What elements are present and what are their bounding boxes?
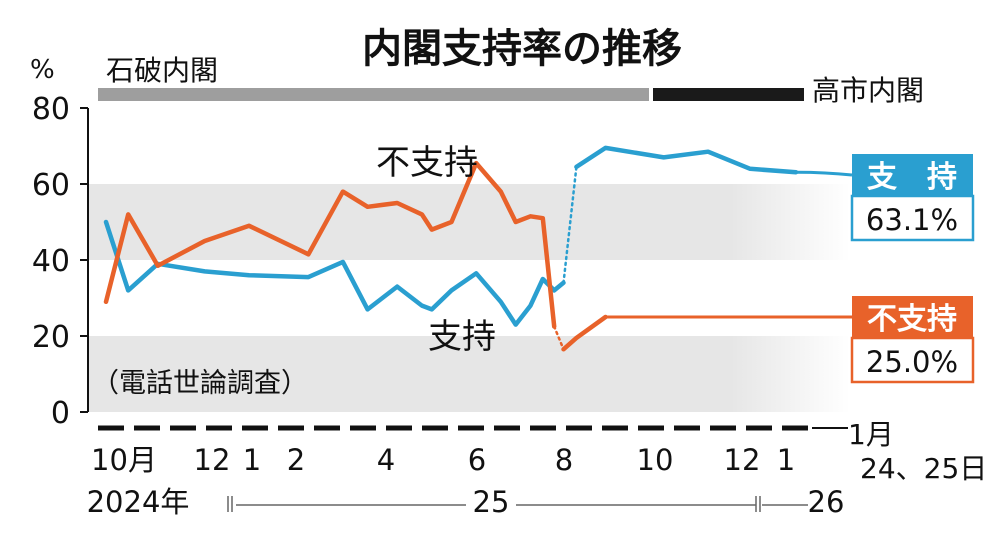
y-tick-label: 40 xyxy=(32,244,70,279)
approval-end-name-box xyxy=(852,154,973,196)
x-year-label: 25 xyxy=(473,485,510,519)
disapproval-line-takaichi xyxy=(561,314,608,352)
x-month-label: 1 xyxy=(777,443,795,477)
chart-title: 内閣支持率の推移 xyxy=(362,26,682,72)
approval-end-value-box xyxy=(850,194,975,242)
y-tick-label: 60 xyxy=(32,168,70,203)
series-layer xyxy=(103,145,853,352)
approval-end-label: 支 持 63.1% xyxy=(850,154,975,242)
x-month-label: 12 xyxy=(724,443,761,477)
approval-leader-line xyxy=(795,170,853,177)
x-month-label: 1 xyxy=(243,443,261,477)
approval-inline-label: 支持 xyxy=(428,317,496,357)
x-year-label: 26 xyxy=(808,485,845,519)
disapproval-end-value-box xyxy=(850,336,975,384)
last-date-days: 24、25日 xyxy=(860,452,987,485)
takaichi-era-label: 高市内閣 xyxy=(812,74,924,107)
ishiba-era-bar xyxy=(98,88,649,101)
approval-line-transition xyxy=(562,165,578,285)
x-year-label: 2024年 xyxy=(87,485,190,519)
ishiba-era-label: 石破内閣 xyxy=(106,54,218,87)
x-month-label: 10月 xyxy=(91,443,157,477)
y-unit-label: % xyxy=(30,55,55,85)
band-fade xyxy=(730,184,850,412)
x-month-label: 8 xyxy=(555,443,573,477)
y-tick-label: 80 xyxy=(32,92,70,127)
x-month-label: 12 xyxy=(194,443,231,477)
disapproval-end-name: 不支持 xyxy=(867,302,957,337)
survey-note: （電話世論調査） xyxy=(92,368,308,399)
disapproval-line-ishiba xyxy=(103,160,557,329)
last-date-month: 1月 xyxy=(848,418,894,451)
disapproval-end-label: 不支持 25.0% xyxy=(850,296,975,384)
band-20-0 xyxy=(88,336,850,412)
approval-end-name: 支 持 xyxy=(867,160,957,195)
band-60-40 xyxy=(88,184,850,260)
approval-end-value: 63.1% xyxy=(866,203,958,237)
approval-line-takaichi xyxy=(574,145,799,175)
y-tick-label: 0 xyxy=(51,396,70,431)
disapproval-end-name-box xyxy=(852,296,973,338)
x-month-label: 10 xyxy=(637,443,674,477)
x-month-label: 6 xyxy=(468,443,486,477)
disapproval-line-transition xyxy=(552,325,565,351)
y-tick-label: 20 xyxy=(32,320,70,355)
takaichi-era-bar xyxy=(653,88,804,101)
disapproval-inline-label: 不支持 xyxy=(376,143,478,183)
approval-line-ishiba xyxy=(103,219,566,327)
disapproval-end-value: 25.0% xyxy=(866,345,958,379)
x-month-label: 4 xyxy=(377,443,395,477)
y-tick-group: 0 20 40 60 80 xyxy=(32,92,88,431)
x-month-label: 2 xyxy=(287,443,305,477)
